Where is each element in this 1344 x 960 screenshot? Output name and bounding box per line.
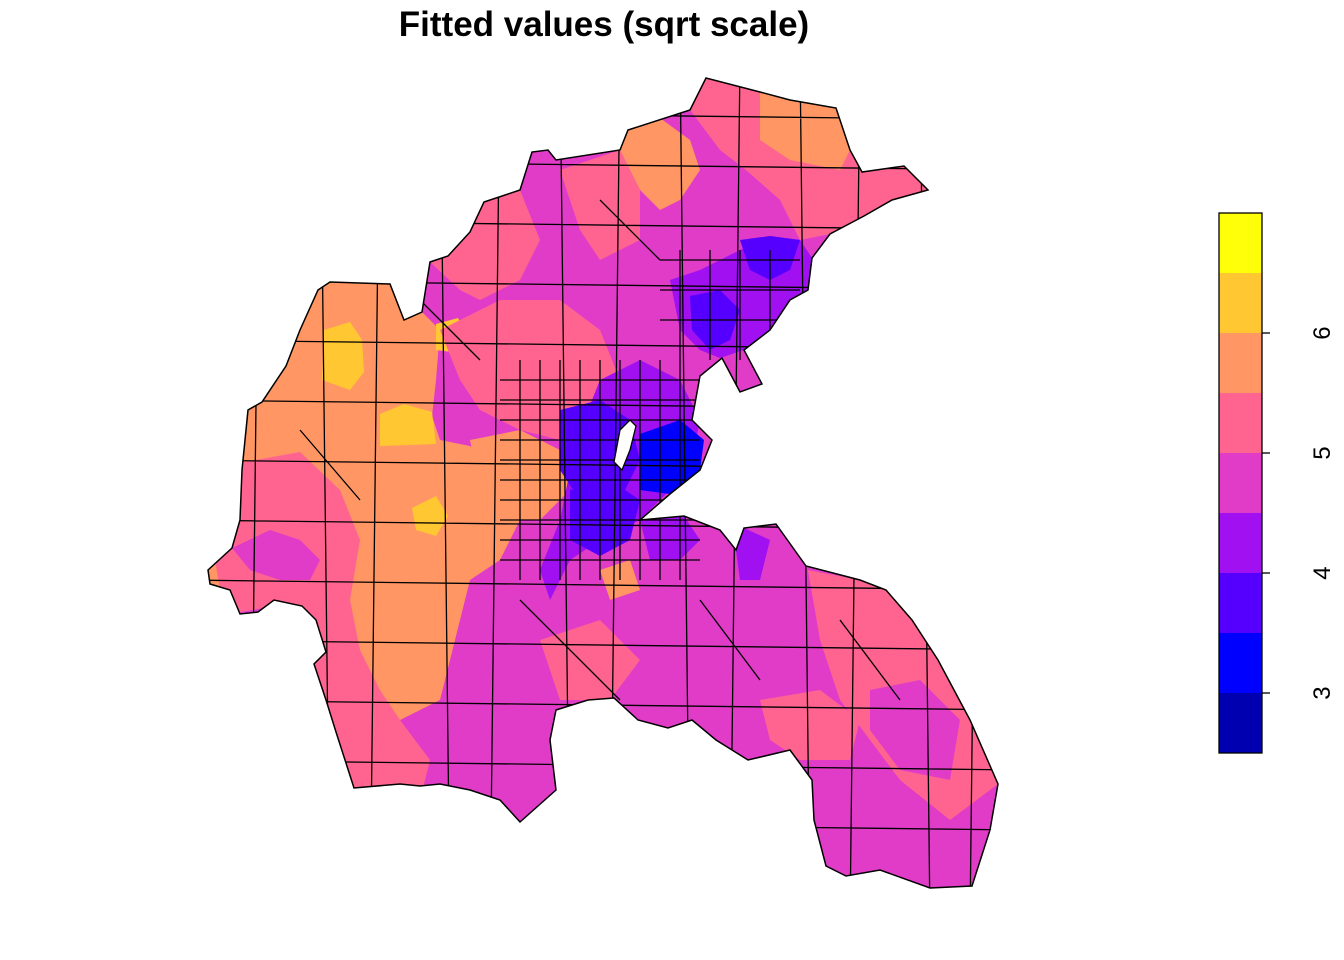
map-region-north-orange: [760, 92, 850, 170]
map-boundaries-dense: [500, 250, 800, 580]
legend-bin: [1219, 513, 1262, 573]
harbor-water: [613, 419, 637, 472]
map-region-yellow-4: [412, 496, 448, 536]
map-region-yellow-2: [380, 404, 436, 446]
map-title: Fitted values (sqrt scale): [398, 5, 810, 44]
legend-bin: [1219, 333, 1262, 393]
choropleth-map: [207, 77, 999, 889]
legend-tick-label: 6: [1309, 326, 1336, 339]
map-region-north-pink: [560, 150, 640, 260]
map-region-south-purple-2: [736, 528, 770, 580]
map-region-se-magenta: [870, 680, 960, 780]
legend-bin: [1219, 453, 1262, 513]
legend-bin: [1219, 633, 1262, 693]
legend-tick-label: 3: [1309, 686, 1336, 699]
map-region-west: [208, 282, 520, 720]
legend-bin: [1219, 573, 1262, 633]
map-region-north-orange-2: [620, 118, 700, 210]
legend-bin: [1219, 213, 1262, 273]
map-region-core-blue: [640, 420, 704, 494]
map-outline: [207, 77, 999, 889]
legend-tick-label: 5: [1309, 446, 1336, 459]
map-region-yellow-1: [322, 322, 364, 390]
legend-bin: [1219, 393, 1262, 453]
map-region-south-mid-pink: [540, 620, 640, 700]
legend-bin: [1219, 273, 1262, 333]
legend-frame: [1218, 212, 1263, 754]
legend-tick-label: 4: [1309, 566, 1336, 579]
legend-bin: [1219, 693, 1262, 753]
map-region-northwest-pink: [430, 190, 540, 300]
map-region-core-south: [570, 480, 640, 556]
map-region-sw-pink: [330, 720, 420, 788]
